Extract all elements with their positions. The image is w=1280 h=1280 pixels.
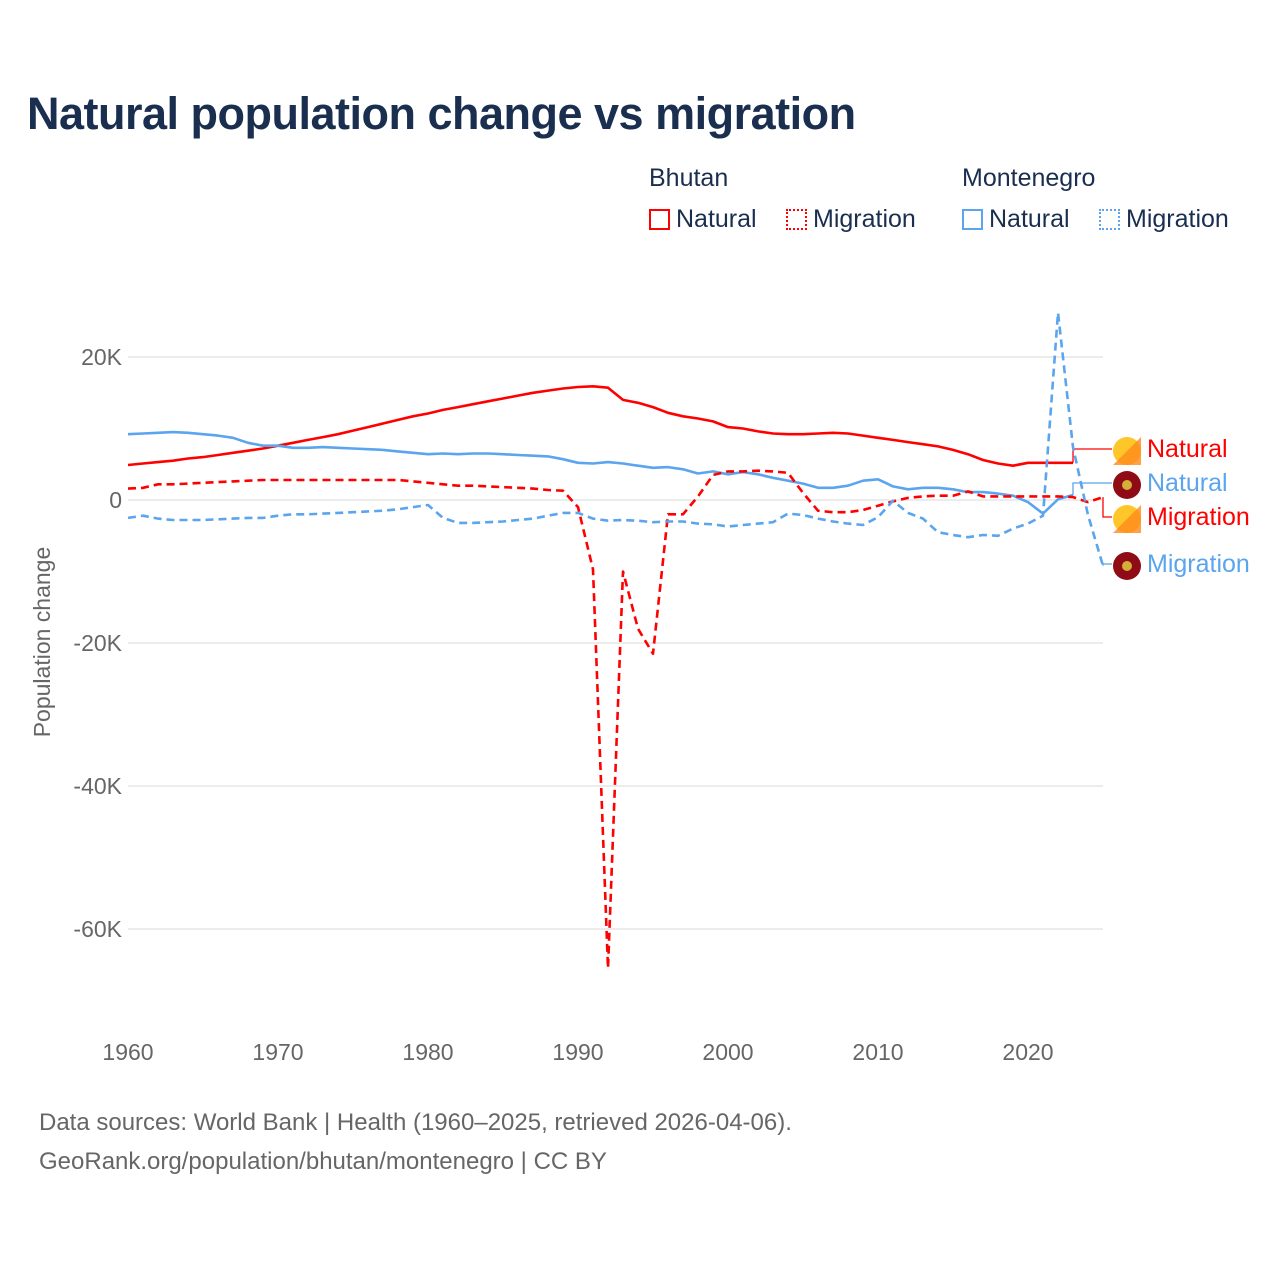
legend-bhutan-migration[interactable]: Migration bbox=[786, 205, 916, 234]
legend-swatch-solid bbox=[962, 209, 983, 230]
series-end-label: Migration bbox=[1147, 503, 1250, 531]
source-note: Data sources: World Bank | Health (1960–… bbox=[39, 1109, 792, 1136]
legend-bhutan-natural[interactable]: Natural bbox=[649, 205, 757, 234]
montenegro-flag-icon bbox=[1122, 561, 1132, 571]
label-connector bbox=[1102, 563, 1112, 566]
bhutan-flag-icon bbox=[1113, 505, 1141, 533]
x-tick-label: 1970 bbox=[252, 1039, 303, 1065]
series-line-bhutan-migration bbox=[127, 469, 1104, 970]
legend-label: Natural bbox=[676, 205, 757, 233]
legend-group-montenegro: Montenegro bbox=[962, 164, 1096, 192]
legend-group-bhutan: Bhutan bbox=[649, 164, 729, 192]
legend-montenegro-natural[interactable]: Natural bbox=[962, 205, 1070, 234]
legend-label: Natural bbox=[989, 205, 1070, 233]
x-tick-label: 2020 bbox=[1002, 1039, 1053, 1065]
x-tick-label: 1960 bbox=[102, 1039, 153, 1065]
legend-swatch-dotted bbox=[1099, 209, 1120, 230]
series-line-montenegro-natural bbox=[127, 430, 1074, 515]
y-tick-label: 20K bbox=[81, 344, 123, 370]
series-end-label: Natural bbox=[1147, 435, 1228, 463]
legend-montenegro-migration[interactable]: Migration bbox=[1099, 205, 1229, 234]
legend-label: Migration bbox=[1126, 205, 1229, 233]
x-tick-label: 1980 bbox=[402, 1039, 453, 1065]
x-tick-label: 2000 bbox=[702, 1039, 753, 1065]
legend-label: Migration bbox=[813, 205, 916, 233]
legend-swatch-dotted bbox=[786, 209, 807, 230]
y-tick-label: -40K bbox=[73, 773, 122, 799]
y-axis-label: Population change bbox=[29, 547, 55, 738]
montenegro-flag-icon bbox=[1122, 480, 1132, 490]
series-line-montenegro-migration bbox=[127, 311, 1105, 567]
label-connector bbox=[1102, 497, 1112, 518]
legend-swatch-solid bbox=[649, 209, 670, 230]
source-url[interactable]: GeoRank.org/population/bhutan/montenegro… bbox=[39, 1148, 607, 1175]
label-connector bbox=[1072, 448, 1112, 463]
series-end-label: Natural bbox=[1147, 469, 1228, 497]
y-tick-label: -20K bbox=[73, 630, 122, 656]
chart-title: Natural population change vs migration bbox=[27, 88, 856, 139]
bhutan-flag-icon bbox=[1113, 437, 1141, 465]
y-tick-label: 0 bbox=[109, 487, 122, 513]
y-tick-label: -60K bbox=[73, 916, 122, 942]
label-connector bbox=[1072, 482, 1112, 495]
x-tick-label: 2010 bbox=[852, 1039, 903, 1065]
series-line-bhutan-natural bbox=[127, 385, 1073, 467]
series-end-label: Migration bbox=[1147, 550, 1250, 578]
x-tick-label: 1990 bbox=[552, 1039, 603, 1065]
